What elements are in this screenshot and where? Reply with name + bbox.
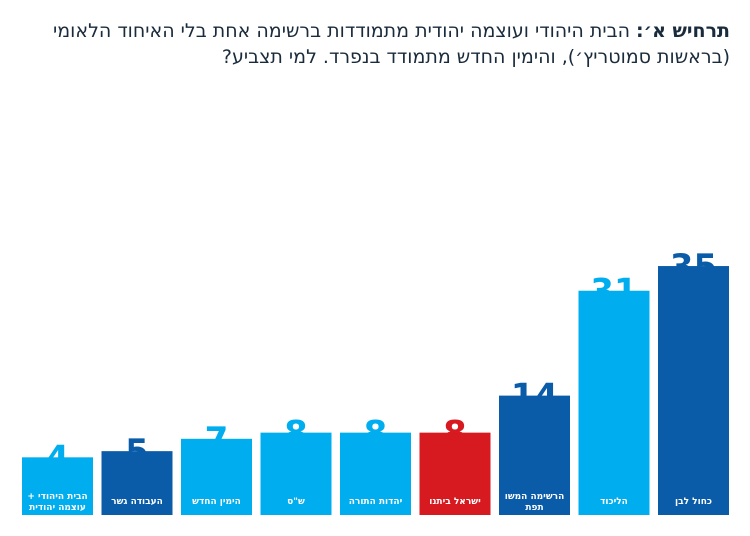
bar-group: 4 הבית היהודי + עוצמה יהודית: [22, 438, 93, 515]
bar-group: 7 הימין החדש: [181, 420, 252, 515]
bar-category-label-line: תפת: [525, 503, 543, 513]
bar-category-label-line: יהדות התורה: [349, 497, 403, 507]
chart-title-text: הבית היהודי ועוצמה יהודית מתמודדות ברשימ…: [53, 20, 730, 68]
bar: [658, 266, 729, 515]
bar-value-label: 4: [46, 438, 70, 478]
bar-category-label-line: הליכוד: [600, 497, 628, 507]
bar-category-label-line: העבודה גשר: [111, 497, 163, 507]
bar: [499, 395, 570, 515]
bar-group: 8 ישראל ביתנו: [419, 414, 491, 515]
bar: [101, 451, 173, 515]
bar-category-label-line: הימין החדש: [192, 497, 241, 507]
chart-title: תרחיש א׳: הבית היהודי ועוצמה יהודית מתמו…: [30, 18, 730, 70]
bar-group: 5 העבודה גשר: [101, 432, 173, 515]
bar-value-label: 8: [284, 414, 308, 454]
bar-category-label-line: עוצמה יהודית: [29, 503, 86, 513]
bar-category-label: העבודה גשר: [111, 497, 163, 507]
bar-group: 35 כחול לבן: [658, 247, 729, 515]
bar: [22, 457, 93, 515]
bar-value-label: 8: [443, 414, 467, 454]
bar-value-label: 5: [125, 432, 149, 472]
bar-category-label: ישראל ביתנו: [429, 497, 481, 507]
bar: [340, 432, 411, 515]
bar-value-label: 14: [511, 377, 558, 417]
bar-category-label: הליכוד: [600, 497, 628, 507]
bar-category-label-line: ישראל ביתנו: [429, 497, 481, 507]
bar-value-label: 7: [205, 420, 229, 460]
chart-title-prefix: תרחיש א׳:: [636, 20, 730, 42]
bar-category-label: יהדות התורה: [349, 497, 403, 507]
bar-value-label: 8: [364, 414, 388, 454]
bar-category-label: הרשימה המשו תפת: [505, 492, 565, 513]
bar-group: 31 הליכוד: [578, 272, 650, 515]
bar-group: 14 הרשימה המשו תפת: [499, 377, 570, 515]
bar-category-label: הבית היהודי + עוצמה יהודית: [27, 492, 87, 513]
bar-category-label-line: הבית היהודי +: [27, 492, 87, 502]
bar-group: 8 ש"ס: [260, 414, 332, 515]
bar: [260, 432, 332, 515]
bar-value-label: 31: [590, 272, 637, 312]
bar-category-label-line: כחול לבן: [675, 497, 712, 507]
bar-category-label-line: ש"ס: [287, 497, 305, 507]
bar-category-label: הימין החדש: [192, 497, 241, 507]
bar-category-label: ש"ס: [287, 497, 305, 507]
bar: [419, 432, 491, 515]
bar-value-label: 35: [670, 247, 717, 287]
bar-category-label-line: הרשימה המשו: [505, 492, 565, 502]
bar: [578, 290, 650, 515]
bar-category-label: כחול לבן: [675, 497, 712, 507]
bar: [181, 438, 252, 515]
bar-group: 8 יהדות התורה: [340, 414, 411, 515]
